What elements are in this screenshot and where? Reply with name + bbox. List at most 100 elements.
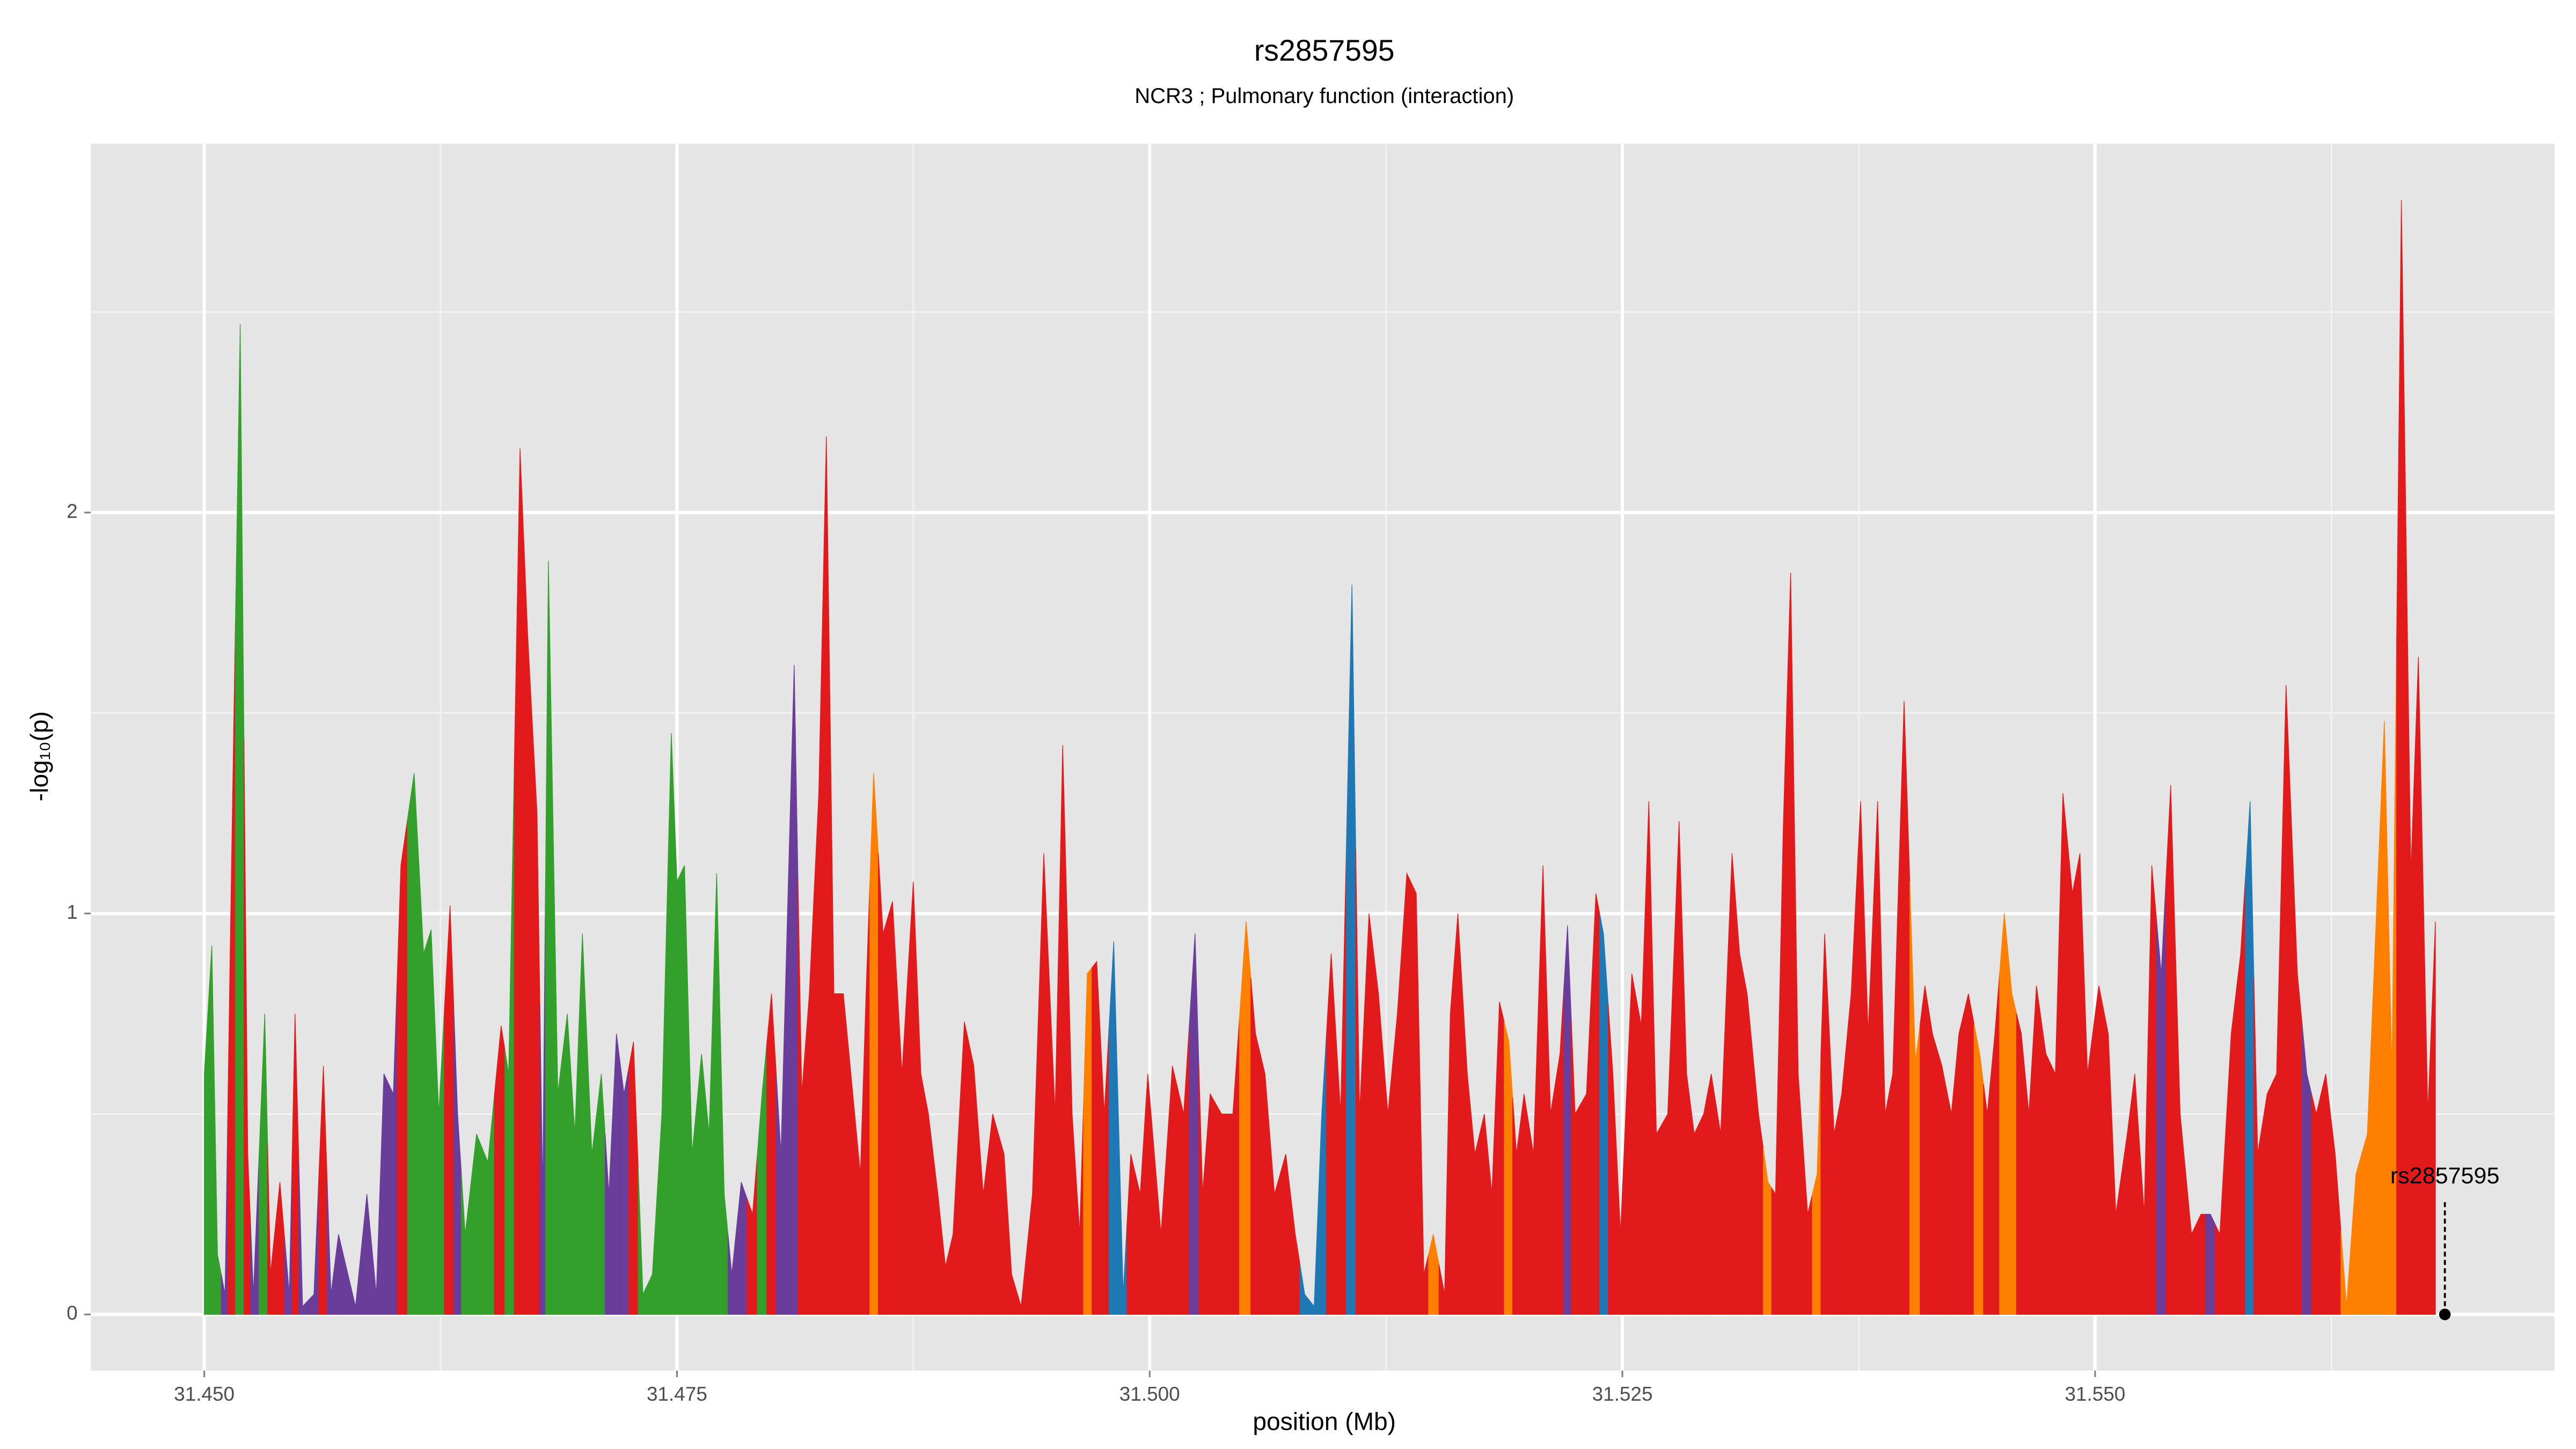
area-segment <box>444 905 455 1315</box>
area-segment <box>208 945 215 1315</box>
area-segment <box>1571 1020 1582 1315</box>
area-segment <box>1626 974 1637 1315</box>
area-segment <box>1715 993 1727 1315</box>
area-segment <box>941 1230 950 1315</box>
area-segment <box>2024 1050 2033 1315</box>
area-segment <box>1401 872 1412 1315</box>
area-segment <box>2196 1213 2206 1315</box>
area-segment <box>1198 1064 1207 1315</box>
y-axis-label: -log₁₀(p) <box>25 711 53 801</box>
area-segment <box>1608 1004 1618 1315</box>
area-segment <box>1599 913 1609 1315</box>
area-segment <box>1898 701 1911 1315</box>
area-segment <box>1260 1053 1270 1315</box>
area-segment <box>2291 829 2303 1315</box>
area-segment <box>327 1180 335 1315</box>
area-segment <box>1411 883 1421 1315</box>
area-segment <box>1829 1034 1839 1315</box>
area-segment <box>250 1154 260 1315</box>
area-segment <box>453 1009 462 1315</box>
area-segment <box>1083 967 1093 1315</box>
area-segment <box>2092 985 2104 1315</box>
area-segment <box>1699 1094 1708 1315</box>
area-segment <box>1580 993 1592 1315</box>
area-segment <box>1355 849 1365 1315</box>
area-segment <box>1470 1114 1480 1315</box>
area-segment <box>596 1073 606 1315</box>
area-segment <box>1318 1034 1327 1315</box>
area-segment <box>1206 1093 1217 1315</box>
area-segment <box>1771 1013 1780 1315</box>
area-segment <box>2262 1084 2272 1315</box>
area-segment <box>775 909 788 1315</box>
area-segment <box>2245 801 2255 1315</box>
area-segment <box>1447 963 1455 1315</box>
area-segment <box>1726 853 1737 1315</box>
area-segment <box>2121 1103 2132 1315</box>
area-segment <box>228 619 236 1315</box>
area-segment <box>1735 903 1744 1315</box>
area-segment <box>2253 977 2263 1315</box>
area-segment <box>1855 801 1865 1315</box>
area-segment <box>2351 1154 2362 1315</box>
area-segment <box>2147 865 2157 1315</box>
area-segment <box>736 1182 748 1315</box>
area-segment <box>1881 957 1890 1315</box>
area-segment <box>2131 1073 2140 1315</box>
area-segment <box>1662 967 1674 1315</box>
area-segment <box>1990 974 2000 1315</box>
x-tick-label: 31.550 <box>2065 1383 2125 1405</box>
area-segment <box>275 1182 285 1315</box>
x-axis-label: position (Mb) <box>1253 1407 1396 1435</box>
area-segment <box>705 1004 713 1315</box>
area-segment <box>2032 985 2042 1315</box>
chart-subtitle: NCR3 ; Pulmonary function (interaction) <box>1135 84 1514 108</box>
area-segment <box>1794 823 1804 1315</box>
area-segment <box>504 761 515 1315</box>
area-segment <box>470 1133 483 1315</box>
area-segment <box>1872 801 1882 1315</box>
area-segment <box>1909 881 1921 1315</box>
area-segment <box>805 893 815 1315</box>
area-segment <box>1946 1073 1956 1315</box>
area-segment <box>727 1228 737 1315</box>
x-tick-label: 31.475 <box>647 1383 707 1405</box>
chart-title: rs2857595 <box>1254 34 1395 67</box>
area-segment <box>1820 933 1830 1315</box>
area-segment <box>1092 961 1101 1315</box>
area-segment <box>407 773 420 1315</box>
area-segment <box>562 1013 572 1315</box>
area-segment <box>2361 927 2376 1315</box>
area-segment <box>2156 879 2167 1315</box>
area-segment <box>1269 1134 1280 1315</box>
area-segment <box>1373 953 1384 1315</box>
area-segment <box>998 1133 1008 1315</box>
area-segment <box>1555 990 1564 1315</box>
area-segment <box>284 1154 293 1315</box>
area-segment <box>2175 949 2186 1315</box>
area-segment <box>987 1114 999 1315</box>
area-segment <box>604 1114 613 1315</box>
area-segment <box>1591 893 1600 1315</box>
area-segment <box>897 977 908 1315</box>
area-segment <box>2050 933 2060 1315</box>
area-segment <box>1189 933 1199 1315</box>
area-segment <box>1786 573 1795 1315</box>
area-segment <box>1382 1053 1393 1315</box>
area-segment <box>1144 1073 1155 1315</box>
area-segment <box>1802 1144 1813 1315</box>
area-marks: rs2857595 <box>204 200 2499 1321</box>
area-segment <box>587 1043 597 1315</box>
area-segment <box>1838 1043 1847 1315</box>
x-tick-label: 31.450 <box>174 1383 235 1405</box>
area-segment <box>2214 1134 2226 1315</box>
area-segment <box>797 879 806 1315</box>
area-segment <box>1453 913 1463 1315</box>
area-segment <box>1279 1154 1291 1315</box>
area-segment <box>361 1194 372 1315</box>
y-tick-label: 0 <box>67 1302 78 1324</box>
area-segment <box>2311 1094 2322 1315</box>
area-segment <box>1846 897 1856 1315</box>
area-segment <box>2375 721 2389 1315</box>
